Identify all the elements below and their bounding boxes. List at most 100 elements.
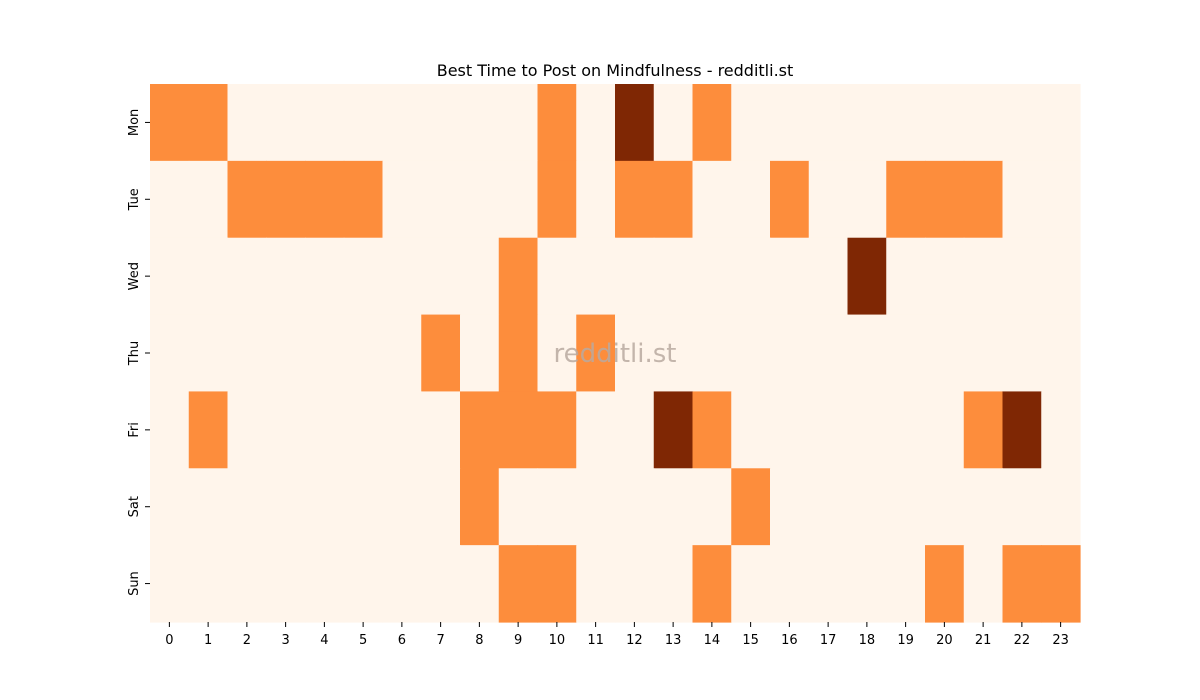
heatmap-cell-thu-16: [770, 314, 810, 393]
heatmap-cell-fri-21: [963, 391, 1004, 469]
y-axis: Mon Tue Wed Thu Fri Sat Sun: [127, 109, 150, 596]
heatmap-cell-fri-3: [266, 391, 306, 469]
heatmap-cell-thu-19: [886, 314, 926, 393]
x-tick-label: 10: [549, 633, 566, 648]
heatmap-cell-tue-12: [615, 160, 655, 239]
heatmap-cell-fri-22: [1002, 391, 1042, 469]
heatmap-cell-sat-14: [692, 468, 732, 546]
heatmap-cell-sun-23: [1041, 545, 1081, 623]
heatmap-cell-tue-10: [537, 160, 577, 239]
heatmap-cell-wed-7: [421, 237, 461, 316]
heatmap-cell-wed-22: [1002, 237, 1042, 316]
heatmap-cell-fri-20: [925, 391, 965, 469]
heatmap-cell-fri-15: [731, 391, 771, 469]
x-tick-label: 11: [587, 633, 604, 648]
heatmap-cell-sun-13: [653, 545, 694, 623]
heatmap-cell-sun-16: [770, 545, 810, 623]
heatmap-cell-mon-17: [808, 84, 849, 162]
x-tick-label: 17: [820, 633, 837, 648]
heatmap-cell-wed-12: [615, 237, 655, 316]
heatmap-cell-wed-1: [188, 237, 229, 316]
x-tick-label: 22: [1014, 633, 1031, 648]
heatmap-cell-thu-18: [847, 314, 887, 393]
heatmap-cell-tue-2: [227, 160, 267, 239]
heatmap-cell-sun-19: [886, 545, 926, 623]
heatmap-cell-wed-13: [653, 237, 694, 316]
heatmap-cell-wed-10: [537, 237, 577, 316]
heatmap-cell-sun-18: [847, 545, 887, 623]
heatmap-cell-sat-23: [1041, 468, 1081, 546]
heatmap-cell-tue-11: [576, 160, 616, 239]
heatmap-cell-sat-8: [460, 468, 500, 546]
heatmap-cell-thu-9: [498, 314, 539, 393]
heatmap-cell-fri-9: [498, 391, 539, 469]
heatmap-cell-wed-21: [963, 237, 1004, 316]
heatmap-cell-fri-7: [421, 391, 461, 469]
heatmap-cell-wed-11: [576, 237, 616, 316]
heatmap-cell-wed-6: [382, 237, 422, 316]
y-tick-label: Fri: [127, 422, 142, 438]
heatmap-cell-thu-8: [460, 314, 500, 393]
heatmap-cell-mon-9: [498, 84, 539, 162]
heatmap-cell-wed-15: [731, 237, 771, 316]
heatmap-cell-sun-7: [421, 545, 461, 623]
x-tick-label: 8: [475, 633, 483, 648]
heatmap-cell-tue-5: [343, 160, 384, 239]
heatmap-cell-tue-3: [266, 160, 306, 239]
heatmap-cell-thu-20: [925, 314, 965, 393]
heatmap-cell-sat-12: [615, 468, 655, 546]
x-tick-label: 14: [704, 633, 721, 648]
heatmap-cell-wed-20: [925, 237, 965, 316]
heatmap-cell-fri-17: [808, 391, 849, 469]
heatmap-cell-thu-15: [731, 314, 771, 393]
heatmap-cell-sat-22: [1002, 468, 1042, 546]
heatmap-cell-sun-15: [731, 545, 771, 623]
heatmap-cell-tue-1: [188, 160, 229, 239]
heatmap-cell-fri-1: [188, 391, 229, 469]
heatmap-cell-mon-11: [576, 84, 616, 162]
heatmap-cell-tue-6: [382, 160, 422, 239]
heatmap-cell-sat-19: [886, 468, 926, 546]
heatmap-cell-mon-22: [1002, 84, 1042, 162]
heatmap-cell-fri-12: [615, 391, 655, 469]
heatmap-cell-tue-9: [498, 160, 539, 239]
heatmap-cell-thu-22: [1002, 314, 1042, 393]
heatmap-cell-sun-17: [808, 545, 849, 623]
heatmap-cell-tue-13: [653, 160, 694, 239]
heatmap-cell-fri-10: [537, 391, 577, 469]
heatmap-cell-mon-2: [227, 84, 267, 162]
heatmap-cell-mon-0: [150, 84, 190, 162]
x-tick-label: 9: [514, 633, 522, 648]
heatmap-cell-thu-13: [653, 314, 694, 393]
heatmap-cell-mon-14: [692, 84, 732, 162]
heatmap-cell-sat-20: [925, 468, 965, 546]
heatmap-cell-sun-14: [692, 545, 732, 623]
heatmap-cell-sat-16: [770, 468, 810, 546]
heatmap-cell-wed-14: [692, 237, 732, 316]
heatmap-cell-fri-6: [382, 391, 422, 469]
heatmap-cell-sun-6: [382, 545, 422, 623]
heatmap-cell-wed-17: [808, 237, 849, 316]
heatmap-cell-thu-2: [227, 314, 267, 393]
heatmap-cell-fri-2: [227, 391, 267, 469]
heatmap-cell-fri-8: [460, 391, 500, 469]
heatmap-cell-sat-0: [150, 468, 190, 546]
heatmap-cell-tue-17: [808, 160, 849, 239]
heatmap-cell-tue-14: [692, 160, 732, 239]
chart-title: Best Time to Post on Mindfulness - reddi…: [437, 61, 794, 80]
heatmap-cell-mon-6: [382, 84, 422, 162]
heatmap-cell-mon-1: [188, 84, 229, 162]
heatmap-cell-thu-5: [343, 314, 384, 393]
heatmap-cell-sat-15: [731, 468, 771, 546]
heatmap-cell-sat-7: [421, 468, 461, 546]
heatmap-cell-mon-7: [421, 84, 461, 162]
heatmap-cell-mon-12: [615, 84, 655, 162]
x-tick-label: 4: [320, 633, 328, 648]
heatmap-cell-thu-23: [1041, 314, 1081, 393]
heatmap-cell-tue-4: [305, 160, 345, 239]
heatmap-cell-sun-1: [188, 545, 229, 623]
heatmap-cell-sun-10: [537, 545, 577, 623]
heatmap-cell-tue-8: [460, 160, 500, 239]
heatmap-cell-sat-5: [343, 468, 384, 546]
